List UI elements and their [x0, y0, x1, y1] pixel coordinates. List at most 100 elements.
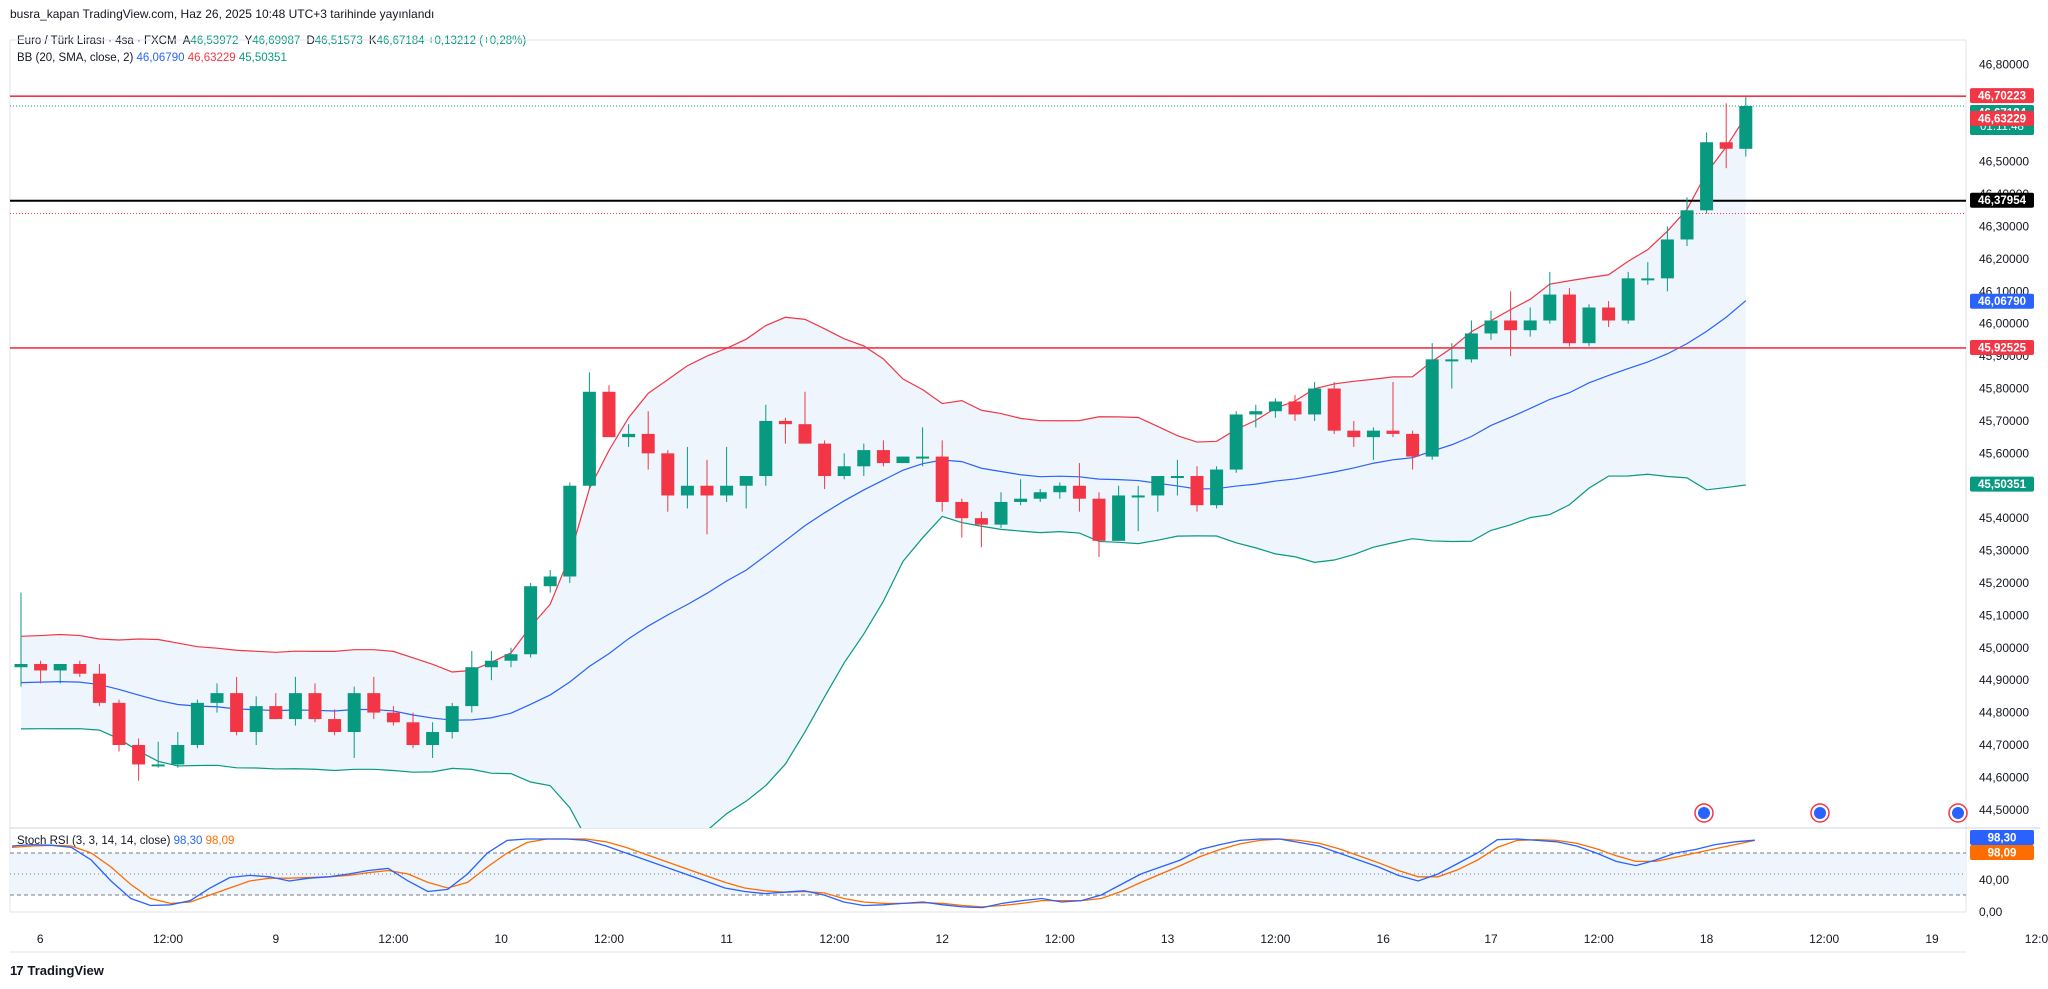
bb-upper-value: 46,63229: [187, 52, 236, 64]
time-tick: 10: [495, 932, 509, 946]
candle-body: [484, 660, 498, 668]
price-tag-2: 46,63229: [1970, 110, 2034, 126]
event-dot: [1698, 807, 1710, 819]
candle-body: [171, 744, 185, 765]
price-tick: 46,20000: [1979, 252, 2029, 266]
bb-upper-line: [20, 116, 1747, 673]
ohlc-change: +0,13212 (+0,28%): [427, 35, 527, 47]
price-tag-label: 45,50351: [1978, 479, 2027, 491]
candle-body: [1170, 476, 1184, 479]
candle-body: [778, 420, 792, 425]
ohlc-open-key: A: [182, 35, 191, 47]
stoch-d-line: [11, 838, 1755, 908]
candle-body: [896, 456, 910, 464]
candle-body: [1112, 495, 1126, 541]
price-tag-bg: [1970, 192, 2034, 208]
candle-body: [367, 693, 381, 713]
tradingview-brand[interactable]: 17 TradingView: [10, 963, 104, 978]
candle-body: [1641, 278, 1655, 281]
ohlc-low: 46,51573: [314, 35, 363, 47]
price-tick: 44,50000: [1979, 803, 2029, 817]
candle-body: [1484, 320, 1498, 334]
candle-body: [935, 456, 949, 502]
price-tick: 45,80000: [1979, 382, 2029, 396]
time-tick: 12:00: [2025, 932, 2048, 946]
candle-body: [1072, 485, 1086, 499]
candle-body: [1347, 430, 1361, 438]
candle-body: [798, 424, 812, 444]
candle-body: [426, 732, 440, 745]
candle-body: [700, 485, 714, 496]
ohlc-close: 46,67184: [376, 35, 425, 47]
calendar-event-icon: [1810, 803, 1830, 823]
candle-body: [34, 663, 48, 671]
stoch-tick: 40,00: [1979, 873, 2009, 887]
candle-body: [190, 702, 204, 745]
price-tick: 46,00000: [1979, 317, 2029, 331]
candle-body: [210, 693, 224, 703]
time-tick: 6: [37, 932, 44, 946]
candle-body: [92, 673, 106, 703]
price-pane: [10, 95, 1966, 828]
candle-body: [524, 586, 538, 655]
time-tick: 16: [1377, 932, 1391, 946]
candle-body: [622, 433, 636, 438]
candle-body: [269, 706, 283, 720]
price-tick: 45,00000: [1979, 641, 2029, 655]
tradingview-logo-icon: 17: [10, 963, 24, 978]
bb-basis-value: 46,06790: [136, 52, 185, 64]
bb-basis-line: [20, 300, 1747, 721]
candle-body: [916, 456, 930, 459]
price-tick: 46,80000: [1979, 57, 2029, 71]
stoch-tag-bg: [1970, 845, 2034, 860]
time-tick: 9: [272, 932, 279, 946]
ohlc-close-key: K: [368, 35, 377, 47]
price-tick: 44,80000: [1979, 706, 2029, 720]
candle-body: [1562, 294, 1576, 344]
candle-body: [1366, 430, 1380, 438]
candle-body: [445, 706, 459, 733]
candle-body: [249, 706, 263, 733]
candle-body: [1406, 433, 1420, 457]
bb-legend: BB (20, SMA, close, 2) 46,06790 46,63229…: [17, 52, 287, 64]
price-tag-bg: [1970, 293, 2034, 309]
candle-body: [582, 391, 596, 486]
symbol-name[interactable]: Euro / Türk Lirası · 4sa · FXCM: [17, 35, 177, 47]
stoch-label[interactable]: Stoch RSI (3, 3, 14, 14, close): [17, 835, 171, 847]
event-dot: [1952, 807, 1964, 819]
price-tick: 44,90000: [1979, 673, 2029, 687]
candle-body: [1033, 492, 1047, 499]
time-tick: 12:00: [1584, 932, 1614, 946]
bb-label[interactable]: BB (20, SMA, close, 2): [17, 52, 134, 64]
time-tick: 13: [1161, 932, 1175, 946]
price-tag-0: 46,70223: [1970, 88, 2034, 104]
price-tick: 44,60000: [1979, 770, 2029, 784]
candle-body: [151, 764, 165, 767]
candle-body: [73, 663, 87, 674]
calendar-event-icon: [1948, 803, 1968, 823]
bb-lower-value: 45,50351: [238, 52, 287, 64]
candle-body: [1151, 476, 1165, 496]
candle-body: [328, 719, 342, 733]
candle-body: [955, 501, 969, 519]
candle-body: [1719, 142, 1733, 149]
candle-body: [1425, 359, 1439, 457]
candle-body: [857, 450, 871, 467]
candle-body: [386, 712, 400, 723]
price-tick: 45,10000: [1979, 608, 2029, 622]
time-tick: 11: [720, 932, 733, 946]
ohlc-high: 46,69987: [252, 35, 301, 47]
time-tick: 12:00: [1045, 932, 1075, 946]
ohlc-low-key: D: [306, 35, 315, 47]
candle-body: [661, 453, 675, 496]
price-tag-4: 46,06790: [1970, 293, 2034, 309]
bb-fill: [21, 116, 1746, 828]
calendar-event-icon: [1694, 803, 1714, 823]
candle-body: [406, 722, 420, 745]
candle-body: [1739, 106, 1753, 149]
candle-body: [876, 450, 890, 464]
candle-body: [1523, 320, 1537, 331]
candle-body: [230, 693, 244, 733]
stoch-tag-1: 98,09: [1970, 845, 2034, 860]
